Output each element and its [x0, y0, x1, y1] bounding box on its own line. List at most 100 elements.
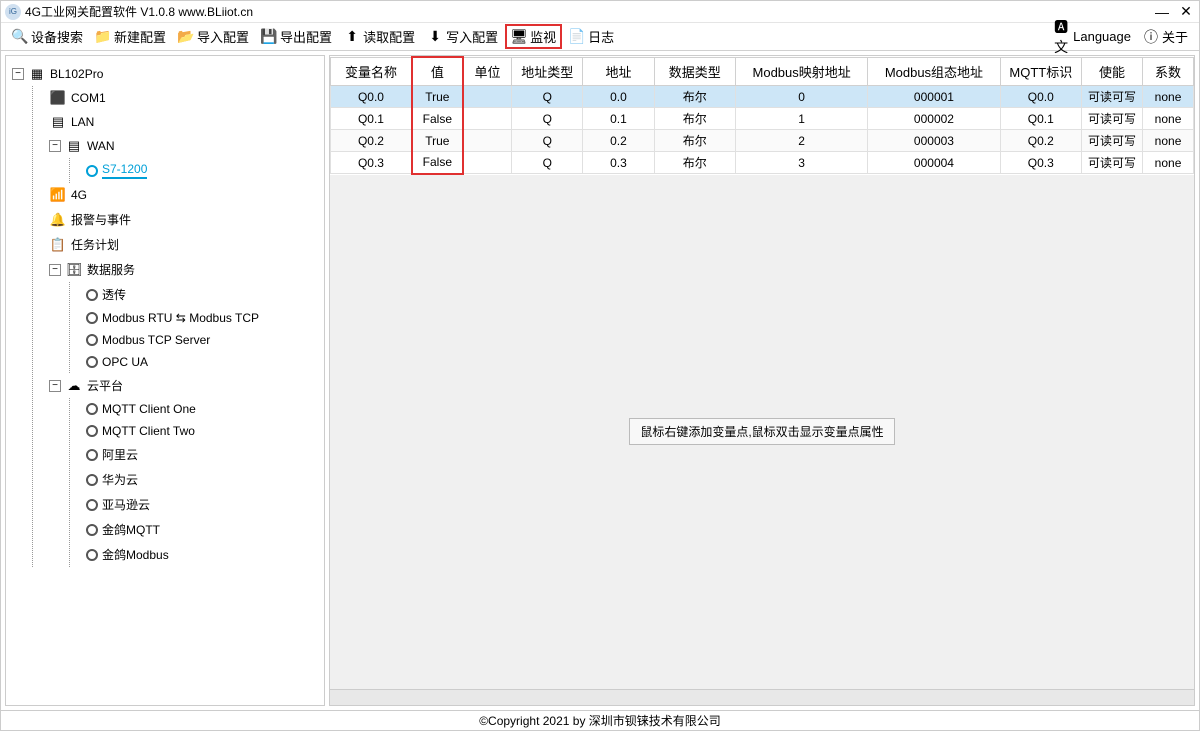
col-enable[interactable]: 使能: [1082, 57, 1143, 86]
info-icon: ⓘ: [1143, 29, 1159, 45]
log-button[interactable]: 📄日志: [564, 25, 619, 48]
tree-lan[interactable]: ▤LAN: [47, 110, 320, 134]
bullet-icon: [86, 524, 98, 536]
about-label: 关于: [1162, 27, 1188, 46]
write-config-button[interactable]: ⬇写入配置: [422, 25, 503, 48]
bullet-icon: [86, 403, 98, 415]
cell-coef: none: [1143, 108, 1194, 130]
device-search-button[interactable]: 🔍设备搜索: [7, 25, 88, 48]
col-modbusmap[interactable]: Modbus映射地址: [736, 57, 868, 86]
minimize-button[interactable]: —: [1153, 3, 1171, 21]
col-coef[interactable]: 系数: [1143, 57, 1194, 86]
read-config-button[interactable]: ⬆读取配置: [339, 25, 420, 48]
cell-value: True: [412, 86, 463, 108]
about-button[interactable]: ⓘ关于: [1138, 25, 1193, 48]
cell-addr: 0.0: [583, 86, 654, 108]
new-config-button[interactable]: 📁新建配置: [90, 25, 171, 48]
cell-modbusmap: 2: [736, 130, 868, 152]
save-icon: 💾: [261, 29, 277, 45]
tree-lan-label: LAN: [71, 115, 94, 129]
upload-icon: ⬆: [344, 29, 360, 45]
cell-addr: 0.3: [583, 152, 654, 174]
expander-icon[interactable]: −: [49, 264, 61, 276]
bullet-icon: [86, 356, 98, 368]
tree-aliyun[interactable]: 阿里云: [84, 442, 320, 467]
export-config-button[interactable]: 💾导出配置: [256, 25, 337, 48]
table-row[interactable]: Q0.2TrueQ0.2布尔2000003Q0.2可读可写none: [331, 130, 1194, 152]
import-icon: 📂: [178, 29, 194, 45]
cell-datatype: 布尔: [654, 108, 735, 130]
cell-unit: [463, 130, 512, 152]
hint-area[interactable]: 鼠标右键添加变量点,鼠标双击显示变量点属性: [330, 175, 1194, 690]
col-value[interactable]: 值: [412, 57, 463, 86]
tree-dataservice[interactable]: −🗄数据服务: [47, 257, 320, 282]
tree-4g[interactable]: 📶 4G: [47, 183, 320, 207]
cell-coef: none: [1143, 152, 1194, 174]
monitor-button[interactable]: 🖥监视: [505, 24, 562, 49]
tree-mqtt1-label: MQTT Client One: [102, 402, 196, 416]
table-row[interactable]: Q0.1FalseQ0.1布尔1000002Q0.1可读可写none: [331, 108, 1194, 130]
content-pane: 变量名称 值 单位 地址类型 地址 数据类型 Modbus映射地址 Modbus…: [329, 55, 1195, 706]
bullet-icon: [86, 289, 98, 301]
cell-modbusmap: 0: [736, 86, 868, 108]
tree-modbus-rtu-tcp[interactable]: Modbus RTU ⇆ Modbus TCP: [84, 307, 320, 329]
table-row[interactable]: Q0.0TrueQ0.0布尔0000001Q0.0可读可写none: [331, 86, 1194, 108]
col-unit[interactable]: 单位: [463, 57, 512, 86]
tree-task[interactable]: 📋任务计划: [47, 232, 320, 257]
tree-wan[interactable]: −▤WAN: [47, 134, 320, 158]
col-name[interactable]: 变量名称: [331, 57, 412, 86]
tree-huawei-label: 华为云: [102, 471, 138, 488]
tree-passthrough[interactable]: 透传: [84, 282, 320, 307]
tree-cloud[interactable]: −☁云平台: [47, 373, 320, 398]
cell-name: Q0.0: [331, 86, 412, 108]
table-row[interactable]: Q0.3FalseQ0.3布尔3000004Q0.3可读可写none: [331, 152, 1194, 174]
tree-modbus-tcp-server[interactable]: Modbus TCP Server: [84, 329, 320, 351]
col-modbusgroup[interactable]: Modbus组态地址: [868, 57, 1000, 86]
language-button[interactable]: 🅰文Language: [1049, 27, 1136, 47]
tree-alarm[interactable]: 🔔报警与事件: [47, 207, 320, 232]
cell-addrtype: Q: [512, 86, 583, 108]
tree-aws-label: 亚马逊云: [102, 496, 150, 513]
expander-icon[interactable]: −: [49, 380, 61, 392]
tree-kingmodbus[interactable]: 金鸽Modbus: [84, 542, 320, 567]
tree-opcua-label: OPC UA: [102, 355, 148, 369]
horizontal-scrollbar[interactable]: [330, 689, 1194, 705]
import-config-button[interactable]: 📂导入配置: [173, 25, 254, 48]
database-icon: 🗄: [65, 262, 83, 278]
tree-wan-label: WAN: [87, 139, 115, 153]
col-datatype[interactable]: 数据类型: [654, 57, 735, 86]
variable-grid[interactable]: 变量名称 值 单位 地址类型 地址 数据类型 Modbus映射地址 Modbus…: [330, 56, 1194, 175]
antenna-icon: 📶: [49, 187, 67, 203]
log-icon: 📄: [569, 29, 585, 45]
tree-s71200-label: S7-1200: [102, 162, 147, 179]
cell-mqttid: Q0.2: [1000, 130, 1081, 152]
cell-addrtype: Q: [512, 108, 583, 130]
tree-aliyun-label: 阿里云: [102, 446, 138, 463]
tree-passthrough-label: 透传: [102, 286, 126, 303]
tree-com1-label: COM1: [71, 91, 106, 105]
expander-icon[interactable]: −: [49, 140, 61, 152]
col-addrtype[interactable]: 地址类型: [512, 57, 583, 86]
col-addr[interactable]: 地址: [583, 57, 654, 86]
tree-task-label: 任务计划: [71, 236, 119, 253]
col-mqttid[interactable]: MQTT标识: [1000, 57, 1081, 86]
tree-kingmqtt[interactable]: 金鸽MQTT: [84, 517, 320, 542]
tree-root[interactable]: −▦BL102Pro: [10, 62, 320, 86]
expander-icon[interactable]: −: [12, 68, 24, 80]
titlebar: iG 4G工业网关配置软件 V1.0.8 www.BLiiot.cn — ✕: [1, 1, 1199, 23]
cell-coef: none: [1143, 86, 1194, 108]
close-button[interactable]: ✕: [1177, 3, 1195, 21]
tree-s7-1200[interactable]: S7-1200: [84, 158, 320, 183]
tree-mqtt2[interactable]: MQTT Client Two: [84, 420, 320, 442]
download-icon: ⬇: [427, 29, 443, 45]
tree-opcua[interactable]: OPC UA: [84, 351, 320, 373]
cell-modbusgroup: 000001: [868, 86, 1000, 108]
cell-modbusgroup: 000003: [868, 130, 1000, 152]
tree-aws[interactable]: 亚马逊云: [84, 492, 320, 517]
footer: ©Copyright 2021 by 深圳市钡铼技术有限公司: [1, 710, 1199, 730]
write-config-label: 写入配置: [446, 27, 498, 46]
tree-mqtt1[interactable]: MQTT Client One: [84, 398, 320, 420]
tree-huawei[interactable]: 华为云: [84, 467, 320, 492]
tree-4g-label: 4G: [71, 188, 87, 202]
tree-com1[interactable]: ⬛COM1: [47, 86, 320, 110]
